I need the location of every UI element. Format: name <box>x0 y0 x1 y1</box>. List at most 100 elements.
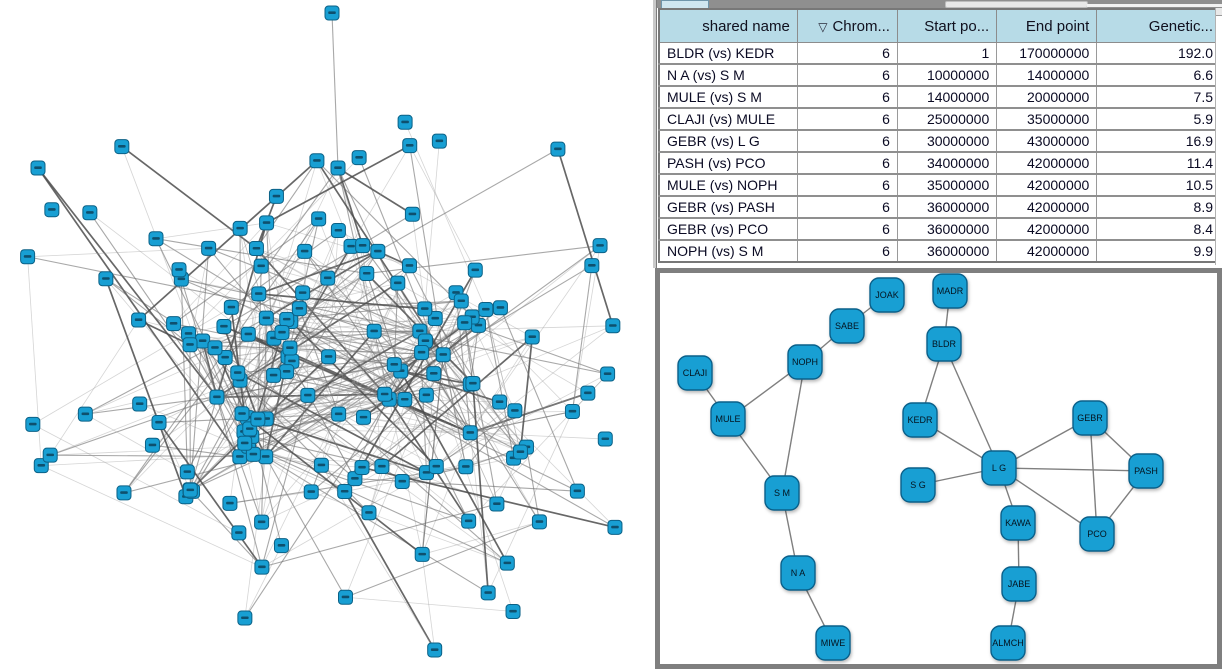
network-node[interactable] <box>300 387 316 403</box>
network-node[interactable] <box>240 326 256 342</box>
node-GEBR[interactable]: GEBR <box>1072 400 1108 436</box>
table-cell[interactable]: 6 <box>796 218 898 241</box>
table-cell[interactable]: NOPH (vs) S M <box>667 243 764 259</box>
edge-NOPH-S M[interactable] <box>781 361 806 494</box>
network-node[interactable] <box>453 293 469 309</box>
network-node[interactable] <box>584 258 600 274</box>
network-node[interactable] <box>295 285 311 301</box>
network-node[interactable] <box>461 513 477 529</box>
panel-divider[interactable] <box>653 0 657 268</box>
node-ALMCH[interactable]: ALMCH <box>990 625 1026 661</box>
network-node[interactable] <box>171 262 187 278</box>
table-cell[interactable]: 42000000 <box>996 152 1097 175</box>
table-cell[interactable]: 6 <box>796 130 898 153</box>
network-node[interactable] <box>428 458 444 474</box>
table-cell[interactable]: 36000000 <box>896 240 997 262</box>
node-MADR[interactable]: MADR <box>932 273 968 309</box>
table-cell[interactable]: 42000000 <box>996 240 1097 262</box>
network-node[interactable] <box>20 249 36 265</box>
network-node[interactable] <box>258 310 274 326</box>
table-cell[interactable]: 20000000 <box>996 86 1097 109</box>
node-S G[interactable]: S G <box>900 467 936 503</box>
network-node[interactable] <box>282 340 298 356</box>
network-node[interactable] <box>216 319 232 335</box>
network-node[interactable] <box>512 444 528 460</box>
detail-network-canvas[interactable]: JOAK MADR SABE NOPH BLDR CLAJI MULE KEDR GEBR L G… <box>660 273 1217 664</box>
table-cell[interactable]: 6 <box>796 42 898 65</box>
network-node[interactable] <box>465 375 481 391</box>
network-node[interactable] <box>414 546 430 562</box>
table-cell[interactable]: N A (vs) S M <box>659 64 798 87</box>
network-node[interactable] <box>77 406 93 422</box>
table-cell[interactable]: 6 <box>796 152 898 175</box>
network-node[interactable] <box>359 266 375 282</box>
network-node[interactable] <box>148 231 164 247</box>
network-node[interactable] <box>418 387 434 403</box>
network-node[interactable] <box>237 610 253 626</box>
network-node[interactable] <box>580 385 596 401</box>
node-KAWA[interactable]: KAWA <box>1000 505 1036 541</box>
network-node[interactable] <box>394 474 410 490</box>
network-node[interactable] <box>209 389 225 405</box>
network-node[interactable] <box>182 337 198 353</box>
network-node[interactable] <box>427 642 443 658</box>
table-cell[interactable]: 6.6 <box>1096 64 1221 87</box>
table-cell[interactable]: MULE (vs) S M <box>659 86 798 109</box>
network-node[interactable] <box>114 139 130 155</box>
network-node[interactable] <box>564 403 580 419</box>
network-node[interactable] <box>25 416 41 432</box>
network-node[interactable] <box>232 220 248 236</box>
network-node[interactable] <box>592 238 608 254</box>
network-node[interactable] <box>462 425 478 441</box>
network-node[interactable] <box>274 324 290 340</box>
network-node[interactable] <box>550 141 566 157</box>
network-node[interactable] <box>309 153 325 169</box>
table-cell[interactable]: 25000000 <box>896 108 997 131</box>
table-cell[interactable]: 42000000 <box>996 174 1097 197</box>
network-node[interactable] <box>414 345 430 361</box>
node-CLAJI[interactable]: CLAJI <box>677 355 713 391</box>
network-node[interactable] <box>374 459 390 475</box>
network-node[interactable] <box>337 589 353 605</box>
network-node[interactable] <box>404 206 420 222</box>
network-node[interactable] <box>426 366 442 382</box>
network-node[interactable] <box>597 431 613 447</box>
network-node[interactable] <box>457 315 473 331</box>
network-node[interactable] <box>351 150 367 166</box>
network-node[interactable] <box>492 300 508 316</box>
edge-GEBR-PCO[interactable] <box>1089 417 1098 535</box>
table-row[interactable]: NOPH (vs) S M 6 36000000 42000000 9.9 <box>659 240 1221 262</box>
network-node[interactable] <box>492 394 508 410</box>
network-node[interactable] <box>320 270 336 286</box>
node-BLDR[interactable]: BLDR <box>926 326 962 362</box>
network-node[interactable] <box>330 223 346 239</box>
network-node[interactable] <box>131 312 147 328</box>
table-cell[interactable]: 11.4 <box>1096 152 1221 175</box>
node-JABE[interactable]: JABE <box>1001 566 1037 602</box>
table-cell[interactable]: 35000000 <box>896 174 997 197</box>
table-cell[interactable]: 6 <box>796 196 898 219</box>
table-cell[interactable]: CLAJI (vs) MULE <box>659 108 798 131</box>
network-node[interactable] <box>234 406 250 422</box>
overview-network-canvas[interactable] <box>0 0 655 669</box>
table-cell[interactable]: 30000000 <box>896 130 997 153</box>
table-cell[interactable]: 7.5 <box>1096 86 1221 109</box>
table-cell[interactable]: 192.0 <box>1096 42 1221 65</box>
node-S M[interactable]: S M <box>764 475 800 511</box>
network-node[interactable] <box>222 495 238 511</box>
network-node[interactable] <box>458 459 474 475</box>
panel-tab[interactable] <box>661 0 709 8</box>
network-node[interactable] <box>144 437 160 453</box>
table-row[interactable]: BLDR (vs) KEDR 6 1 170000000 192.0 <box>659 42 1221 65</box>
network-node[interactable] <box>268 188 284 204</box>
table-cell[interactable]: 35000000 <box>996 108 1097 131</box>
network-node[interactable] <box>417 301 433 317</box>
network-node[interactable] <box>402 138 418 154</box>
network-node[interactable] <box>321 349 337 365</box>
network-node[interactable] <box>435 347 451 363</box>
edge-L G-PASH[interactable] <box>998 467 1147 472</box>
network-node[interactable] <box>480 585 496 601</box>
network-node[interactable] <box>331 406 347 422</box>
column-header-shared-name[interactable]: shared name <box>658 8 798 43</box>
network-node[interactable] <box>30 160 46 176</box>
